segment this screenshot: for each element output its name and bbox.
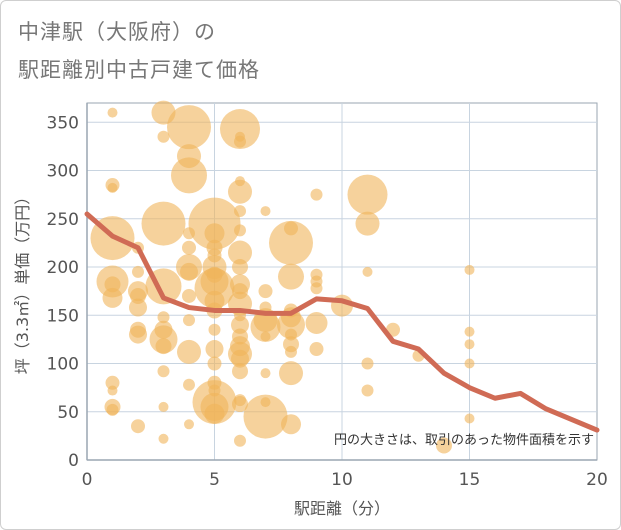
y-tick-label: 200 — [47, 258, 79, 278]
bubble — [141, 201, 186, 246]
bubble — [131, 419, 145, 434]
bubble — [207, 356, 222, 371]
bubble — [260, 206, 271, 217]
bubble — [102, 287, 123, 308]
bubble — [231, 349, 249, 368]
bubble — [250, 311, 281, 342]
bubble — [243, 394, 288, 439]
bubble — [234, 224, 246, 237]
bubble — [183, 378, 195, 391]
bubble — [107, 182, 118, 193]
bubble — [155, 338, 172, 355]
bubble — [208, 323, 221, 336]
bubble — [106, 403, 119, 416]
bubble — [182, 240, 196, 255]
x-axis-label: 駅距離（分） — [294, 499, 390, 518]
bubble — [228, 179, 252, 204]
bubble — [260, 331, 271, 342]
average-price-line — [84, 211, 600, 433]
bubble — [464, 413, 475, 424]
bubble — [464, 264, 475, 275]
bubble — [279, 361, 303, 386]
bubble — [129, 325, 147, 344]
bubble — [355, 211, 380, 236]
bubble — [157, 130, 170, 143]
bubble — [309, 342, 324, 357]
bubble — [436, 437, 452, 454]
x-tick-label: 0 — [82, 470, 93, 490]
bubble — [105, 375, 120, 390]
bubble — [464, 326, 475, 337]
bubble — [361, 357, 374, 370]
y-tick-label: 300 — [47, 162, 79, 182]
bubble — [204, 403, 225, 424]
bubble — [231, 315, 249, 334]
bubble — [132, 265, 144, 278]
bubble — [234, 135, 246, 148]
bubble — [205, 340, 224, 359]
bubble-layer — [90, 100, 475, 454]
bubble — [232, 259, 248, 276]
bubble — [158, 433, 169, 444]
bubble — [234, 434, 246, 447]
x-tick-label: 5 — [209, 470, 220, 490]
chart-title-line1: 中津駅（大阪府）の — [18, 20, 216, 44]
bubble — [278, 263, 304, 290]
bubble — [194, 268, 235, 309]
x-tick-label: 10 — [331, 470, 353, 490]
bubble — [157, 311, 170, 324]
bubble — [220, 109, 260, 150]
y-tick-label: 250 — [47, 210, 79, 230]
y-tick-label: 100 — [47, 355, 79, 375]
bubble — [305, 311, 328, 334]
bubble — [285, 345, 297, 358]
bubble — [234, 205, 246, 218]
bubble — [347, 174, 388, 215]
bubble — [269, 220, 313, 265]
bubble-size-note: 円の大きさは、取引のあった物件面積を示す — [334, 433, 594, 448]
bubble — [183, 314, 195, 327]
bubble — [281, 414, 301, 435]
y-tick-label: 150 — [47, 306, 79, 326]
chart-title-line2: 駅距離別中古戸建て価格 — [18, 58, 260, 82]
bubble — [277, 310, 305, 339]
bubble — [171, 157, 207, 194]
bubble — [180, 262, 198, 281]
bubble — [361, 384, 374, 397]
bubble — [310, 282, 323, 295]
bubble — [464, 358, 475, 369]
bubble — [157, 365, 170, 378]
bubble — [258, 284, 273, 299]
x-tick-label: 15 — [459, 470, 481, 490]
bubble — [310, 188, 323, 201]
bubble — [260, 368, 271, 379]
bubble — [464, 339, 475, 350]
bubble — [228, 240, 252, 265]
bubble — [107, 107, 118, 118]
bubble — [129, 298, 147, 317]
y-tick-label: 0 — [68, 451, 79, 471]
bubble — [232, 363, 248, 380]
y-tick-label: 350 — [47, 113, 79, 133]
bubble — [362, 266, 373, 277]
bubble — [177, 339, 201, 364]
x-tick-label: 20 — [586, 470, 608, 490]
bubble — [167, 105, 211, 150]
bubble — [182, 288, 196, 303]
bubble — [104, 276, 121, 293]
bubble — [204, 223, 225, 244]
average-line-layer — [84, 211, 600, 433]
bubble — [184, 419, 194, 430]
bubble — [107, 385, 118, 396]
y-tick-label: 50 — [57, 403, 79, 423]
bubble — [232, 396, 248, 413]
bubble — [158, 401, 169, 412]
y-axis-label: 坪（3.3㎡）単価（万円） — [13, 189, 32, 374]
